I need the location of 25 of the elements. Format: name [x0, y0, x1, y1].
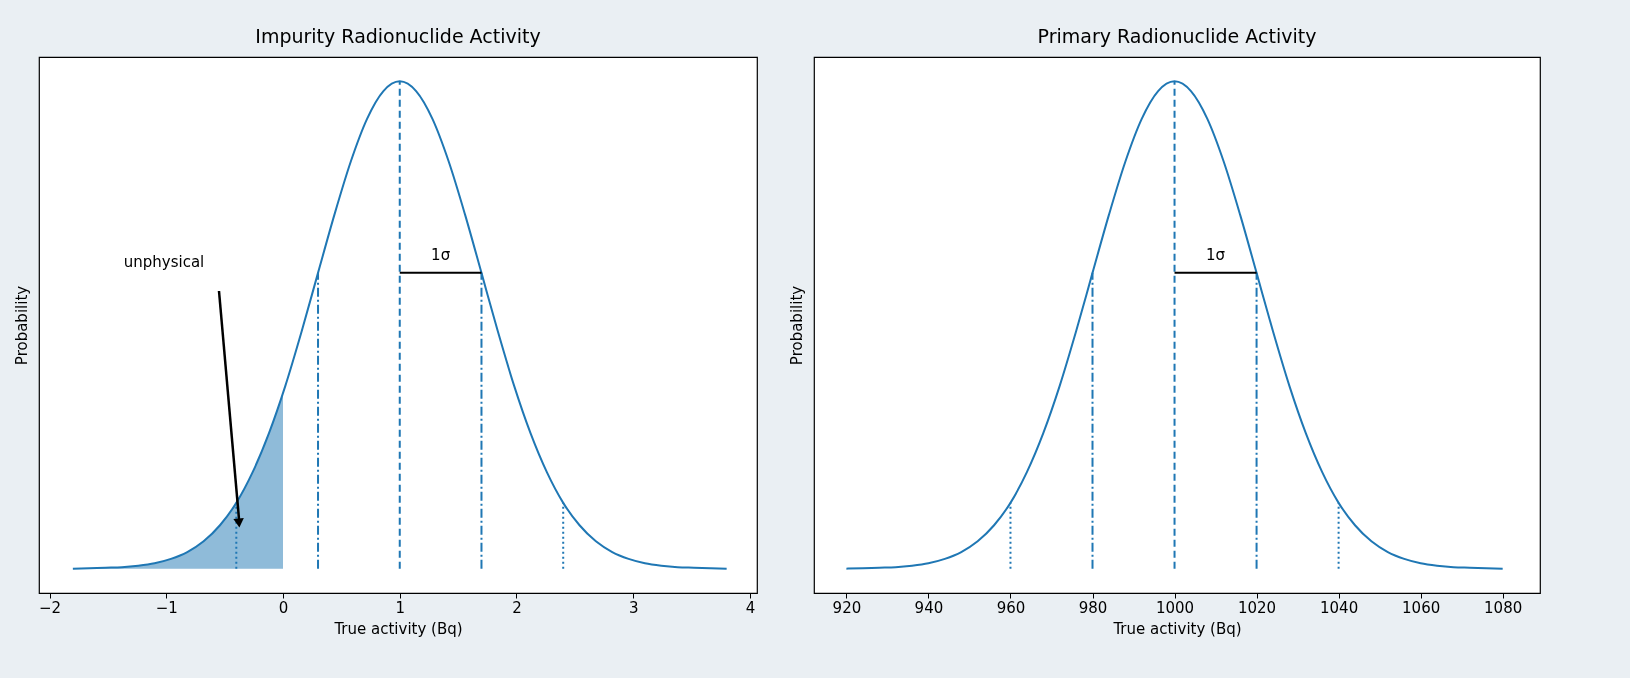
x-tick-label: 1000	[1155, 598, 1195, 617]
chart-title: Impurity Radionuclide Activity	[255, 25, 541, 47]
x-tick-label: 1060	[1402, 598, 1441, 617]
x-tick-label: 4	[745, 598, 756, 617]
y-axis-title: Probability	[12, 285, 31, 366]
annotation: unphysical	[123, 253, 205, 271]
x-axis-title: True activity (Bq)	[333, 619, 463, 638]
y-axis-title: Probability	[787, 285, 806, 366]
x-tick-label: 0	[278, 598, 289, 617]
x-tick-label: 1080	[1484, 598, 1523, 617]
x-tick-label: 960	[996, 598, 1026, 617]
x-tick-label: 1020	[1237, 598, 1277, 617]
x-tick-label: 1	[395, 598, 406, 617]
chart-title: Primary Radionuclide Activity	[1037, 25, 1317, 47]
x-tick-label: 920	[832, 598, 862, 617]
series-label: 1σ	[1206, 245, 1226, 264]
x-tick-label: −2	[38, 598, 62, 617]
x-tick-label: −1	[155, 598, 178, 617]
x-axis-title: True activity (Bq)	[1112, 619, 1242, 638]
x-tick-label: 940	[914, 598, 944, 617]
x-tick-label: 1040	[1320, 598, 1359, 617]
series-label: 1σ	[431, 245, 451, 264]
x-tick-label: 980	[1078, 598, 1108, 617]
x-tick-label: 2	[512, 598, 522, 617]
x-tick-label: 3	[628, 598, 639, 617]
